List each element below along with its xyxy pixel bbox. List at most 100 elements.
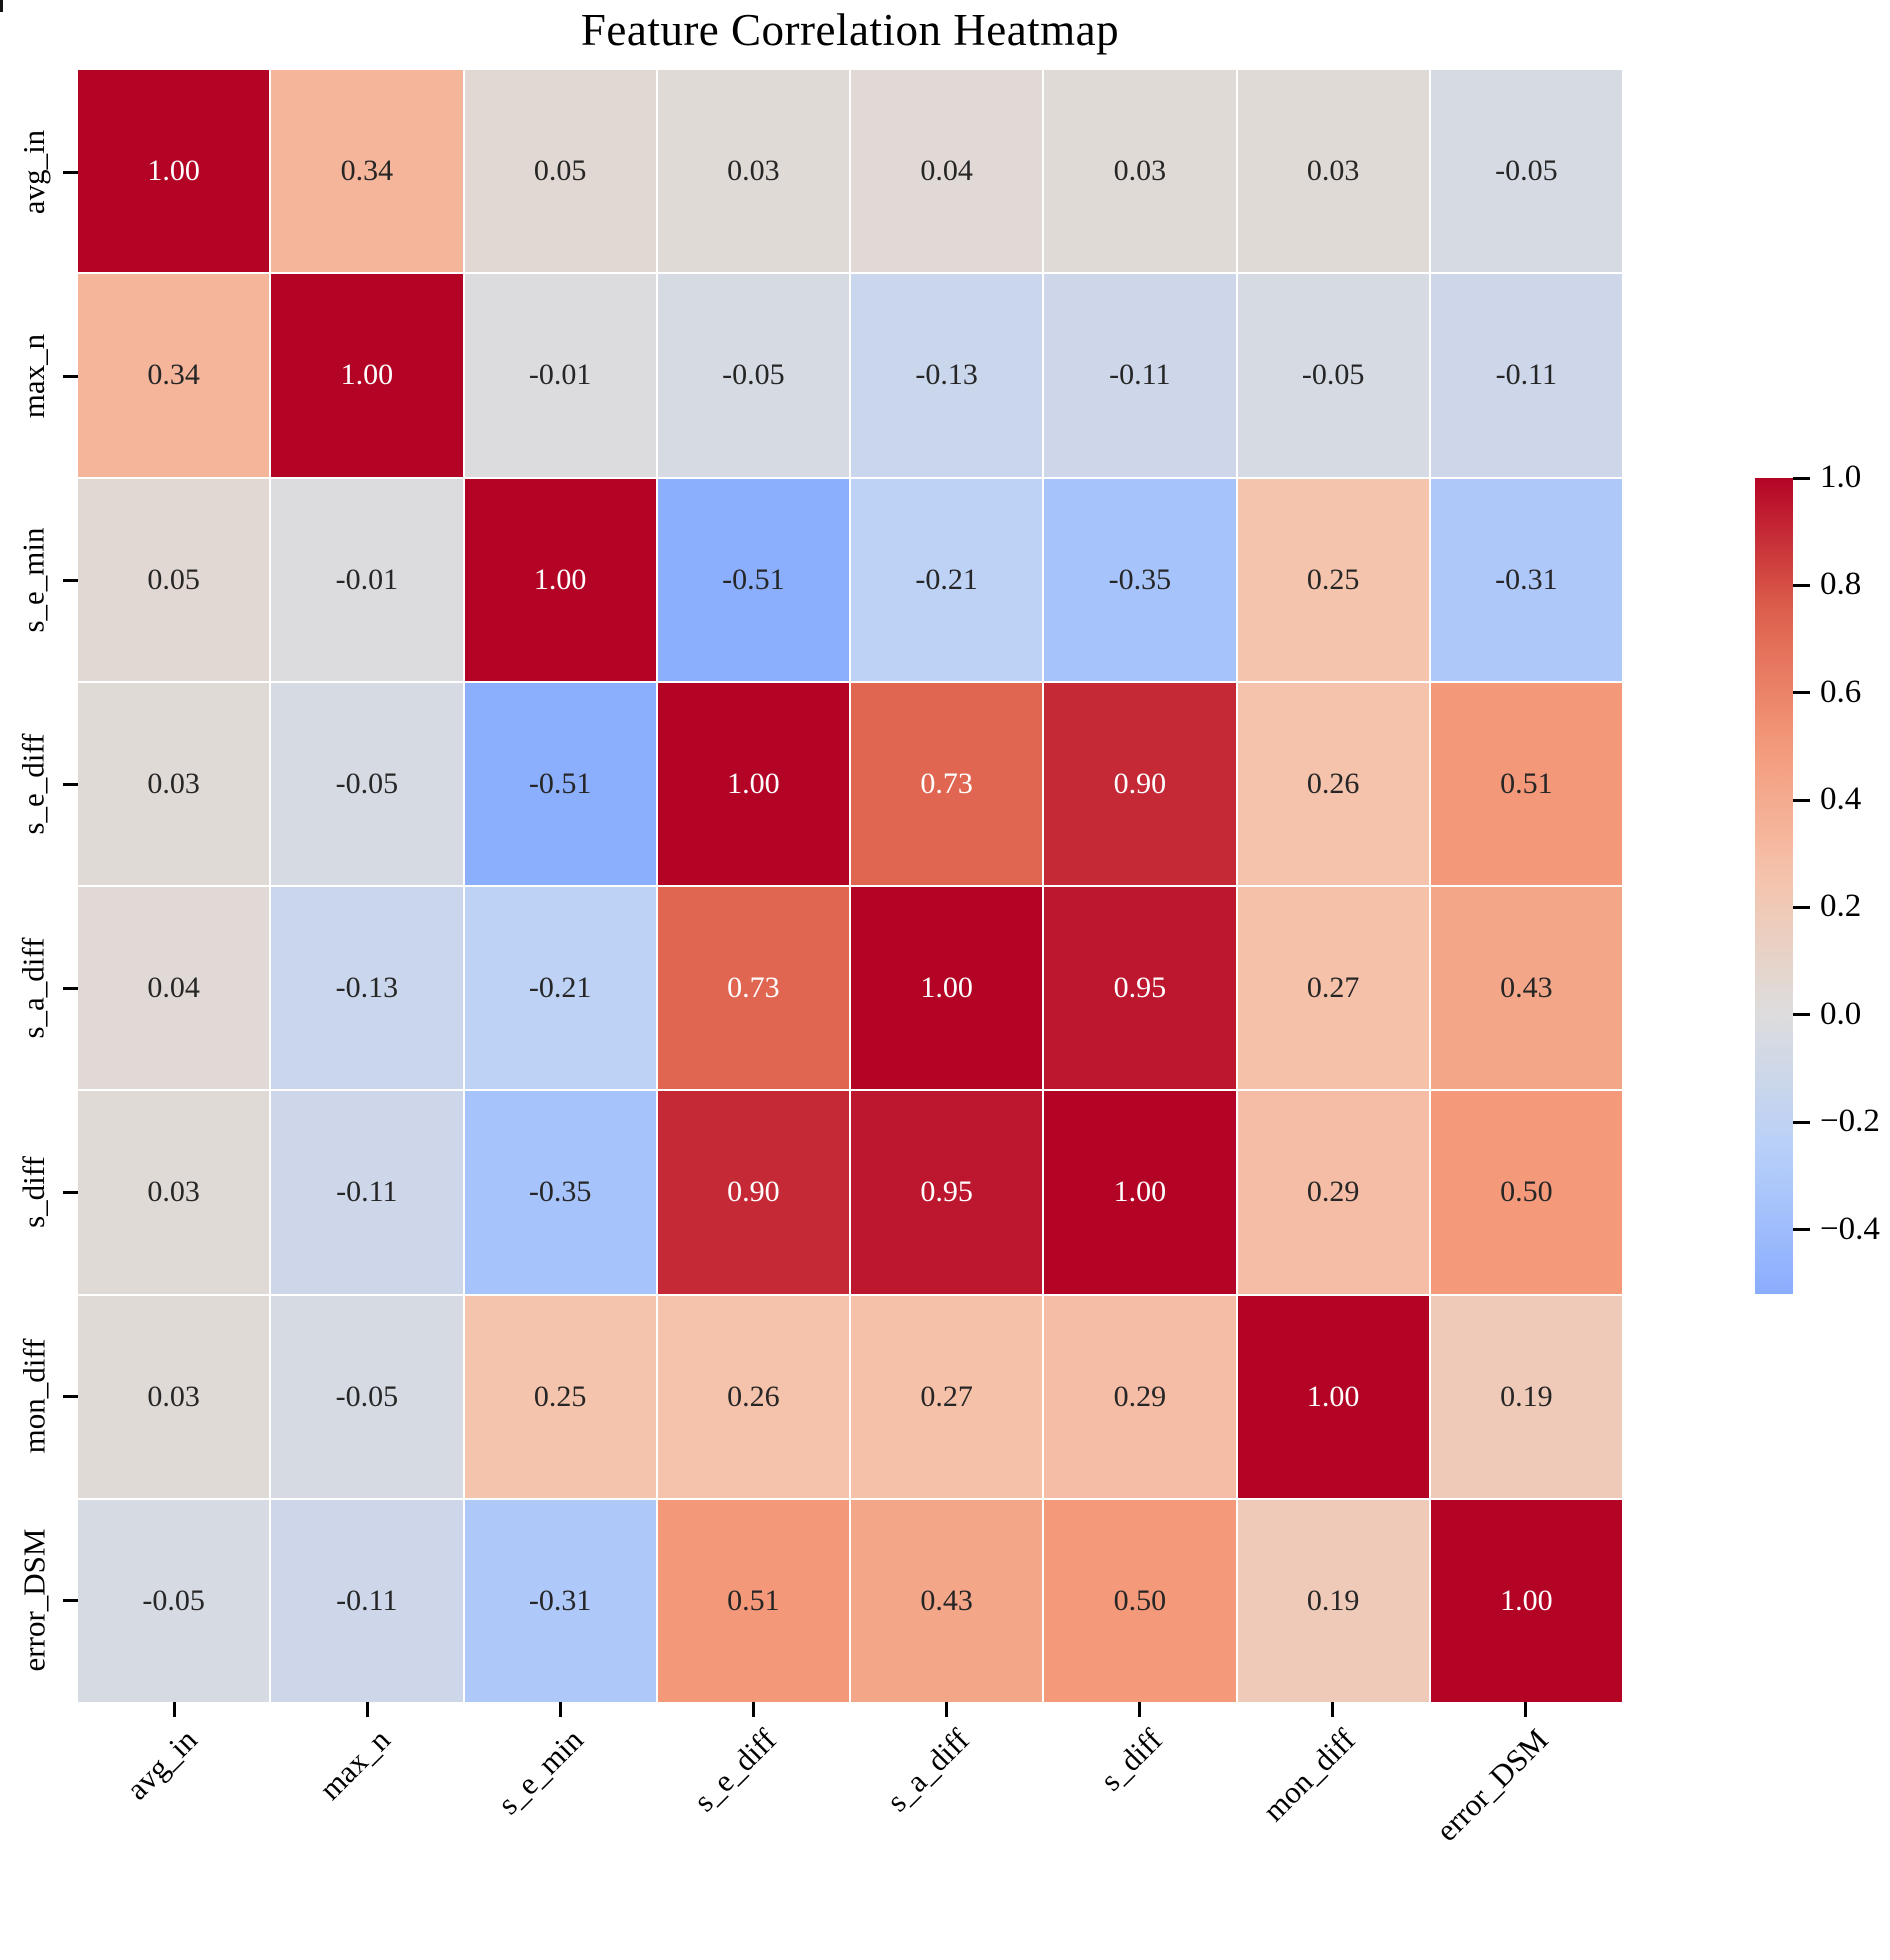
heatmap-cell: -0.21 <box>464 887 656 1090</box>
cell-value: 0.26 <box>727 1379 780 1413</box>
colorbar-tick-label: 0.0 <box>1820 995 1862 1032</box>
heatmap-cell: -0.11 <box>271 1091 463 1294</box>
heatmap-cell: 1.00 <box>271 274 463 477</box>
colorbar-tick-mark <box>1793 476 1810 480</box>
cell-value: 0.04 <box>920 154 973 188</box>
y-axis-label-text: s_e_diff <box>16 733 51 835</box>
colorbar-tick-label: 1.0 <box>1820 458 1862 495</box>
x-axis-label: error_DSM <box>1428 1722 1555 1848</box>
heatmap-cell: 0.19 <box>1430 1295 1622 1498</box>
cell-value: 0.03 <box>147 1175 200 1209</box>
colorbar-tick-mark <box>1793 691 1810 695</box>
colorbar-tick-mark <box>1793 1013 1810 1017</box>
y-axis-label-text: error_DSM <box>16 1528 52 1672</box>
heatmap-cell: -0.35 <box>1044 478 1236 681</box>
heatmap-cell: 0.25 <box>1237 478 1429 681</box>
heatmap-cell: 0.90 <box>1044 682 1236 885</box>
cell-value: 1.00 <box>1306 1379 1360 1413</box>
cell-value: 0.25 <box>533 1379 587 1413</box>
cell-value: -0.01 <box>528 358 592 392</box>
heatmap-cell: 0.29 <box>1237 1091 1429 1294</box>
heatmap-cell: -0.21 <box>851 478 1043 681</box>
cell-value: 0.34 <box>147 358 200 392</box>
cell-value: 0.03 <box>147 1379 200 1413</box>
x-tick-mark <box>366 1702 369 1717</box>
heatmap-cell: 0.05 <box>78 478 270 681</box>
cell-value: -0.01 <box>335 562 399 596</box>
cell-value: -0.11 <box>336 1175 398 1209</box>
cell-value: 0.27 <box>920 1379 973 1413</box>
cell-value: 0.26 <box>1306 766 1360 800</box>
x-tick-mark <box>173 1702 176 1717</box>
heatmap-cell: -0.05 <box>271 1295 463 1498</box>
y-axis-label: s_diff <box>8 1090 60 1294</box>
colorbar-tick-label: −0.2 <box>1820 1102 1880 1139</box>
cell-value: 0.34 <box>340 154 394 188</box>
cell-value: 0.05 <box>533 154 587 188</box>
cell-value: 1.00 <box>727 766 780 800</box>
cell-value: 0.90 <box>1113 766 1167 800</box>
cell-value: 0.95 <box>920 1175 973 1209</box>
colorbar-tick-mark <box>1793 583 1810 587</box>
heatmap-cell: -0.13 <box>271 887 463 1090</box>
colorbar-tick-mark <box>1793 1228 1810 1232</box>
cell-value: -0.31 <box>528 1583 592 1617</box>
correlation-heatmap-figure: Feature Correlation Heatmap 1.00 0.34 0.05… <box>0 0 1880 1848</box>
heatmap-cell: 0.03 <box>657 70 849 273</box>
heatmap-cell: -0.31 <box>464 1499 656 1702</box>
cell-value: 1.00 <box>147 154 200 188</box>
y-axis-label: error_DSM <box>8 1498 60 1702</box>
cell-value: 0.05 <box>147 562 200 596</box>
cell-value: 0.50 <box>1113 1583 1167 1617</box>
heatmap-cell: -0.01 <box>464 274 656 477</box>
cell-value: 0.51 <box>727 1583 780 1617</box>
y-axis-label: avg_in <box>8 70 60 274</box>
heatmap-cell: 1.00 <box>851 887 1043 1090</box>
cell-value: -0.11 <box>1495 358 1558 392</box>
x-tick-mark <box>945 1702 948 1717</box>
heatmap-cell: -0.11 <box>271 1499 463 1702</box>
heatmap-cell: -0.11 <box>1430 274 1622 477</box>
cell-value: 1.00 <box>340 358 394 392</box>
cell-value: -0.11 <box>1109 358 1171 392</box>
cell-value: -0.13 <box>915 358 978 392</box>
x-tick-mark <box>559 1702 562 1717</box>
heatmap-cell: 0.27 <box>1237 887 1429 1090</box>
heatmap-cell: 1.00 <box>78 70 270 273</box>
cell-value: 0.73 <box>920 766 973 800</box>
heatmap-cell: 0.50 <box>1044 1499 1236 1702</box>
heatmap-cell: 1.00 <box>1430 1499 1622 1702</box>
y-axis-label: max_n <box>8 274 60 478</box>
cell-value: -0.05 <box>335 1379 399 1413</box>
heatmap-cell: 0.03 <box>78 1091 270 1294</box>
cell-value: 1.00 <box>920 971 973 1005</box>
y-tick-mark <box>63 1598 78 1602</box>
y-tick-mark <box>63 578 78 582</box>
cell-value: -0.21 <box>528 971 592 1005</box>
x-tick-mark <box>1524 1702 1527 1717</box>
cell-value: 0.27 <box>1306 971 1360 1005</box>
heatmap-cell: 0.04 <box>851 70 1043 273</box>
heatmap-cell: 0.19 <box>1237 1499 1429 1702</box>
y-axis-label-text: s_e_min <box>16 527 51 633</box>
heatmap-cell: 1.00 <box>657 682 849 885</box>
heatmap-cell: 0.95 <box>851 1091 1043 1294</box>
colorbar-tick-label: 0.8 <box>1820 566 1862 603</box>
cell-value: 1.00 <box>1113 1175 1167 1209</box>
heatmap-cell: -0.05 <box>78 1499 270 1702</box>
colorbar-tick-mark <box>1793 1120 1810 1124</box>
heatmap-cell: -0.51 <box>464 682 656 885</box>
cell-value: 0.50 <box>1500 1175 1553 1209</box>
heatmap-cell: 0.51 <box>1430 682 1622 885</box>
heatmap-cell: -0.05 <box>1237 274 1429 477</box>
cell-value: -0.51 <box>528 766 592 800</box>
heatmap-cell: -0.05 <box>1430 70 1622 273</box>
heatmap-cell: -0.51 <box>657 478 849 681</box>
y-axis-label-text: s_a_diff <box>16 937 51 1039</box>
heatmap-cell: 0.73 <box>851 682 1043 885</box>
cell-value: 0.19 <box>1500 1379 1553 1413</box>
colorbar-gradient <box>1755 478 1793 1294</box>
heatmap-cell: 0.25 <box>464 1295 656 1498</box>
heatmap-cell: 1.00 <box>464 478 656 681</box>
y-tick-mark <box>63 1190 78 1194</box>
